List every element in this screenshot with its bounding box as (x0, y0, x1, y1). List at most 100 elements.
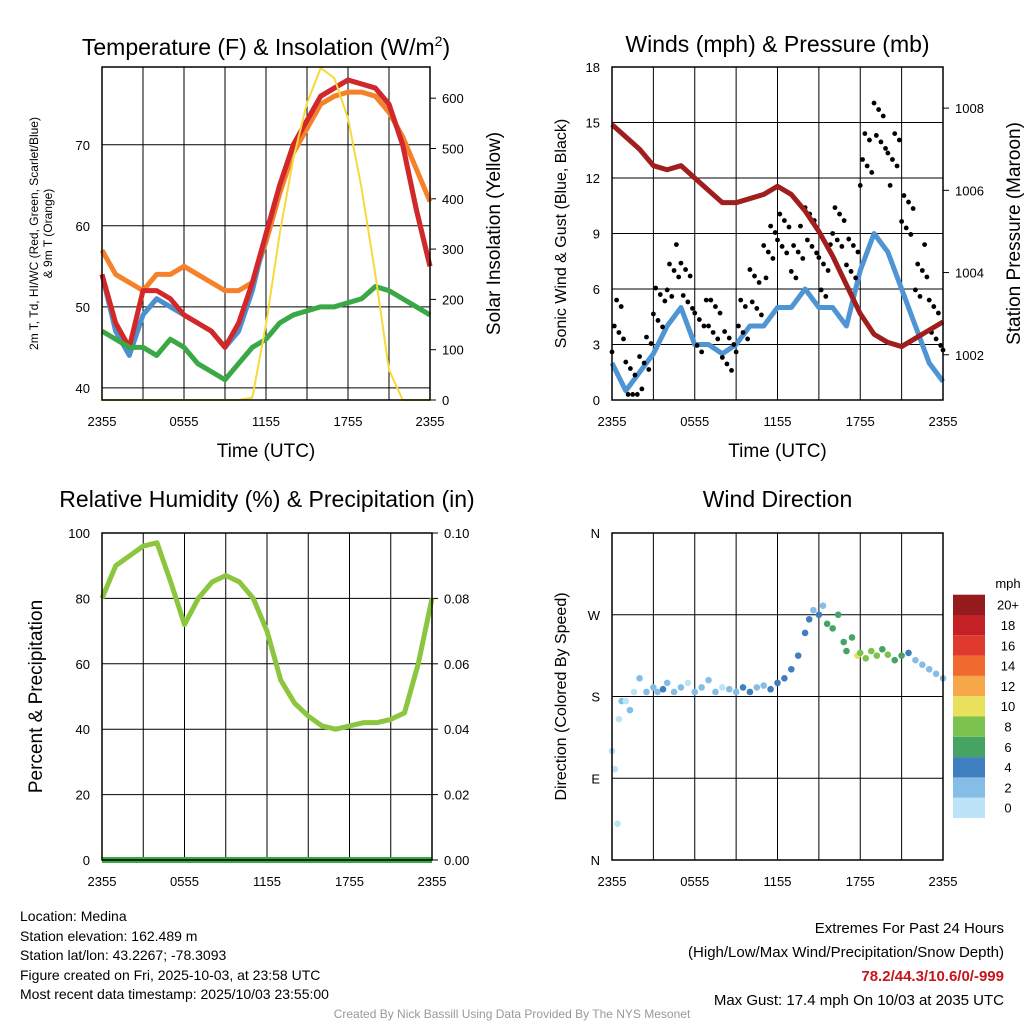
gust-point (699, 349, 705, 355)
gust-point (786, 224, 792, 230)
colorbar-swatch (953, 757, 985, 778)
y2-tick-label: 300 (442, 242, 464, 257)
chart-title: Wind Direction (703, 486, 853, 512)
y2-tick-label: 1006 (955, 183, 984, 198)
gust-point (717, 310, 723, 316)
gust-point (853, 275, 859, 281)
gust-point (664, 287, 670, 293)
panel-2: Winds (mph) & Pressure (mb) 0 3 6 9 12 15 18 100… (553, 31, 1024, 462)
colorbar-label: 0 (1004, 801, 1011, 816)
gust-point (798, 223, 803, 229)
colorbar-label: 18 (1001, 618, 1015, 633)
extremes-values: 78.2/44.3/10.6/0/-999 (861, 968, 1004, 985)
direction-point (810, 606, 817, 614)
gust-point (625, 392, 631, 397)
gust-point (733, 349, 739, 355)
gust-point (871, 100, 877, 106)
gust-point (887, 183, 893, 188)
x-tick-label: 0555 (680, 874, 709, 889)
gust-point (924, 274, 930, 280)
gust-point (825, 268, 831, 273)
gust-point (759, 312, 764, 318)
gust-point (834, 237, 840, 243)
x-tick-label: 1755 (335, 874, 364, 889)
gust-point (876, 107, 882, 112)
x-tick-label: 2355 (416, 414, 445, 429)
gust-point (736, 323, 741, 329)
gust-point (869, 170, 875, 175)
y-tick-label: 18 (586, 60, 600, 75)
y-tick-label: E (591, 771, 600, 786)
x-tick-label: 0555 (170, 874, 199, 889)
gust-point (676, 274, 682, 280)
y-tick-label: 6 (593, 282, 600, 297)
direction-point (663, 679, 671, 687)
gust-point (850, 243, 856, 248)
y2-tick-label: 0.04 (444, 722, 469, 737)
gust-point (936, 310, 941, 316)
direction-point (815, 611, 823, 619)
y-tick-label: 40 (76, 381, 90, 396)
gust-point (878, 139, 884, 145)
series-2m-t (99, 77, 433, 350)
gust-point (770, 256, 776, 261)
direction-point (891, 656, 899, 664)
gust-point (614, 297, 619, 303)
gust-point (910, 206, 916, 211)
y-tick-label: 60 (76, 657, 90, 672)
y-tick-label: 80 (76, 591, 90, 606)
y-tick-label: 0 (593, 393, 600, 408)
chart-title: Temperature (F) & Insolation (W/m2) (82, 33, 450, 60)
title-end: ) (442, 34, 450, 60)
gust-point (731, 342, 737, 347)
gust-point (637, 354, 642, 359)
latlon-text: Station lat/lon: 43.2267; -78.3093 (20, 947, 227, 963)
max-gust-text: Max Gust: 17.4 mph On 10/03 at 2035 UTC (713, 992, 1004, 1009)
direction-point (746, 688, 754, 696)
gust-point (729, 368, 734, 373)
direction-point (705, 676, 712, 684)
y2-tick-label: 0.06 (444, 657, 469, 672)
superscript: 2 (435, 33, 443, 49)
gust-point (938, 343, 944, 348)
gust-point (933, 336, 939, 342)
gust-point (747, 267, 753, 272)
x-tick-label: 1155 (252, 414, 280, 429)
direction-point (898, 652, 905, 659)
gust-point (814, 250, 819, 256)
y-axis-label: Direction (Colored By Speed) (553, 592, 570, 800)
y-tick-label: 12 (586, 171, 600, 186)
direction-point (760, 682, 768, 689)
direction-point (691, 688, 699, 696)
direction-point (622, 697, 630, 705)
direction-point (630, 688, 638, 696)
gust-point (696, 317, 702, 322)
x-tick-label: 2355 (88, 874, 117, 889)
direction-point (848, 634, 856, 641)
gust-point (742, 304, 748, 309)
direction-point (781, 675, 788, 682)
direction-point (905, 649, 912, 657)
y-tick-label: 3 (593, 338, 600, 353)
y-tick-label: N (591, 853, 600, 868)
colorbar-swatch (953, 777, 985, 798)
gust-point (749, 299, 755, 305)
colorbar-label: 4 (1004, 760, 1011, 775)
direction-point (829, 625, 836, 632)
y2-tick-label: 0.10 (444, 526, 469, 541)
colorbar-label: 6 (1004, 740, 1011, 755)
gust-point (846, 236, 852, 242)
gust-point (784, 250, 790, 256)
gust-point (855, 249, 861, 255)
gust-point (931, 304, 937, 309)
gust-point (710, 330, 716, 335)
gust-point (873, 133, 879, 138)
x-tick-label: 1755 (846, 874, 875, 889)
direction-point (801, 629, 809, 637)
x-tick-label: 2355 (88, 414, 117, 429)
recent-data-text: Most recent data timestamp: 2025/10/03 2… (20, 986, 329, 1002)
gust-point (687, 273, 693, 279)
gust-point (823, 294, 829, 299)
gust-point (634, 392, 640, 397)
